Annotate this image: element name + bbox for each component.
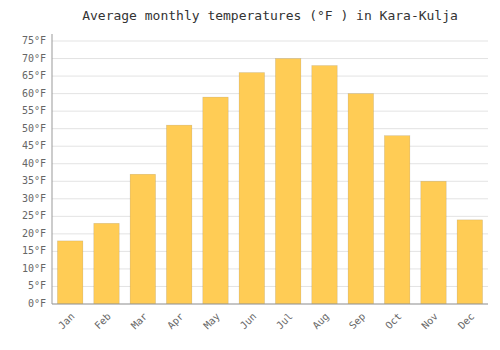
bar xyxy=(457,220,482,304)
bar xyxy=(312,66,337,304)
y-tick-label: 0°F xyxy=(28,298,46,309)
chart-svg: 0°F 5°F 10°F 15°F 20°F 25°F 30°F 35°F 40°F 45°F 50… xyxy=(0,0,500,350)
y-tick-label: 10°F xyxy=(22,263,46,274)
grid-line xyxy=(52,111,488,112)
bar xyxy=(275,59,300,304)
y-tick-label: 50°F xyxy=(22,123,46,134)
y-axis-line xyxy=(52,34,53,304)
bar xyxy=(239,73,264,304)
y-tick-label: 20°F xyxy=(22,228,46,239)
x-tick-label: Sep xyxy=(347,311,368,332)
bar xyxy=(203,97,228,304)
grid-line xyxy=(52,146,488,147)
title: Average monthly temperatures (°F ) in Ka… xyxy=(82,8,458,23)
bar xyxy=(57,241,82,304)
x-axis: Jan Feb Mar Apr May Jun Jul Aug Sep Oct Nov Dec xyxy=(52,304,488,331)
bar xyxy=(348,94,373,304)
x-tick-label: Apr xyxy=(165,311,186,332)
grid-line xyxy=(52,128,488,129)
y-tick-label: 45°F xyxy=(22,140,46,151)
x-tick-label: Oct xyxy=(383,311,404,332)
x-tick-label: Aug xyxy=(310,311,331,332)
bar xyxy=(130,174,155,304)
x-tick-label: Feb xyxy=(92,311,113,332)
x-tick-label: Mar xyxy=(129,311,150,332)
y-axis: 0°F 5°F 10°F 15°F 20°F 25°F 30°F 35°F 40°F 45°F 50… xyxy=(22,34,52,309)
x-tick-label: Dec xyxy=(456,311,477,332)
y-tick-label: 25°F xyxy=(22,210,46,221)
y-tick-label: 30°F xyxy=(22,193,46,204)
x-tick-label: Jan xyxy=(56,311,77,332)
y-tick-label: 15°F xyxy=(22,245,46,256)
y-tick-label: 40°F xyxy=(22,158,46,169)
y-tick-label: 5°F xyxy=(28,280,46,291)
x-tick-label: Jul xyxy=(274,311,295,332)
bars xyxy=(57,59,482,304)
grid-line xyxy=(52,163,488,164)
x-axis-line xyxy=(52,304,488,305)
y-tick-label: 70°F xyxy=(22,53,46,64)
grid-line xyxy=(52,304,488,305)
bar xyxy=(94,223,119,304)
bar xyxy=(421,181,446,304)
y-tick-label: 60°F xyxy=(22,88,46,99)
grid-line xyxy=(52,58,488,59)
y-tick-label: 55°F xyxy=(22,105,46,116)
y-tick-label: 35°F xyxy=(22,175,46,186)
x-tick-label: Nov xyxy=(419,311,440,332)
y-tick-label: 65°F xyxy=(22,70,46,81)
bar xyxy=(166,125,191,304)
x-tick-label: Jun xyxy=(238,311,259,332)
grid xyxy=(52,41,488,304)
bar xyxy=(384,136,409,304)
x-tick-label: May xyxy=(201,311,222,332)
chart-container: 0°F 5°F 10°F 15°F 20°F 25°F 30°F 35°F 40°F 45°F 50… xyxy=(0,0,500,350)
grid-line xyxy=(52,41,488,42)
grid-line xyxy=(52,93,488,94)
y-tick-label: 75°F xyxy=(22,35,46,46)
grid-line xyxy=(52,76,488,77)
